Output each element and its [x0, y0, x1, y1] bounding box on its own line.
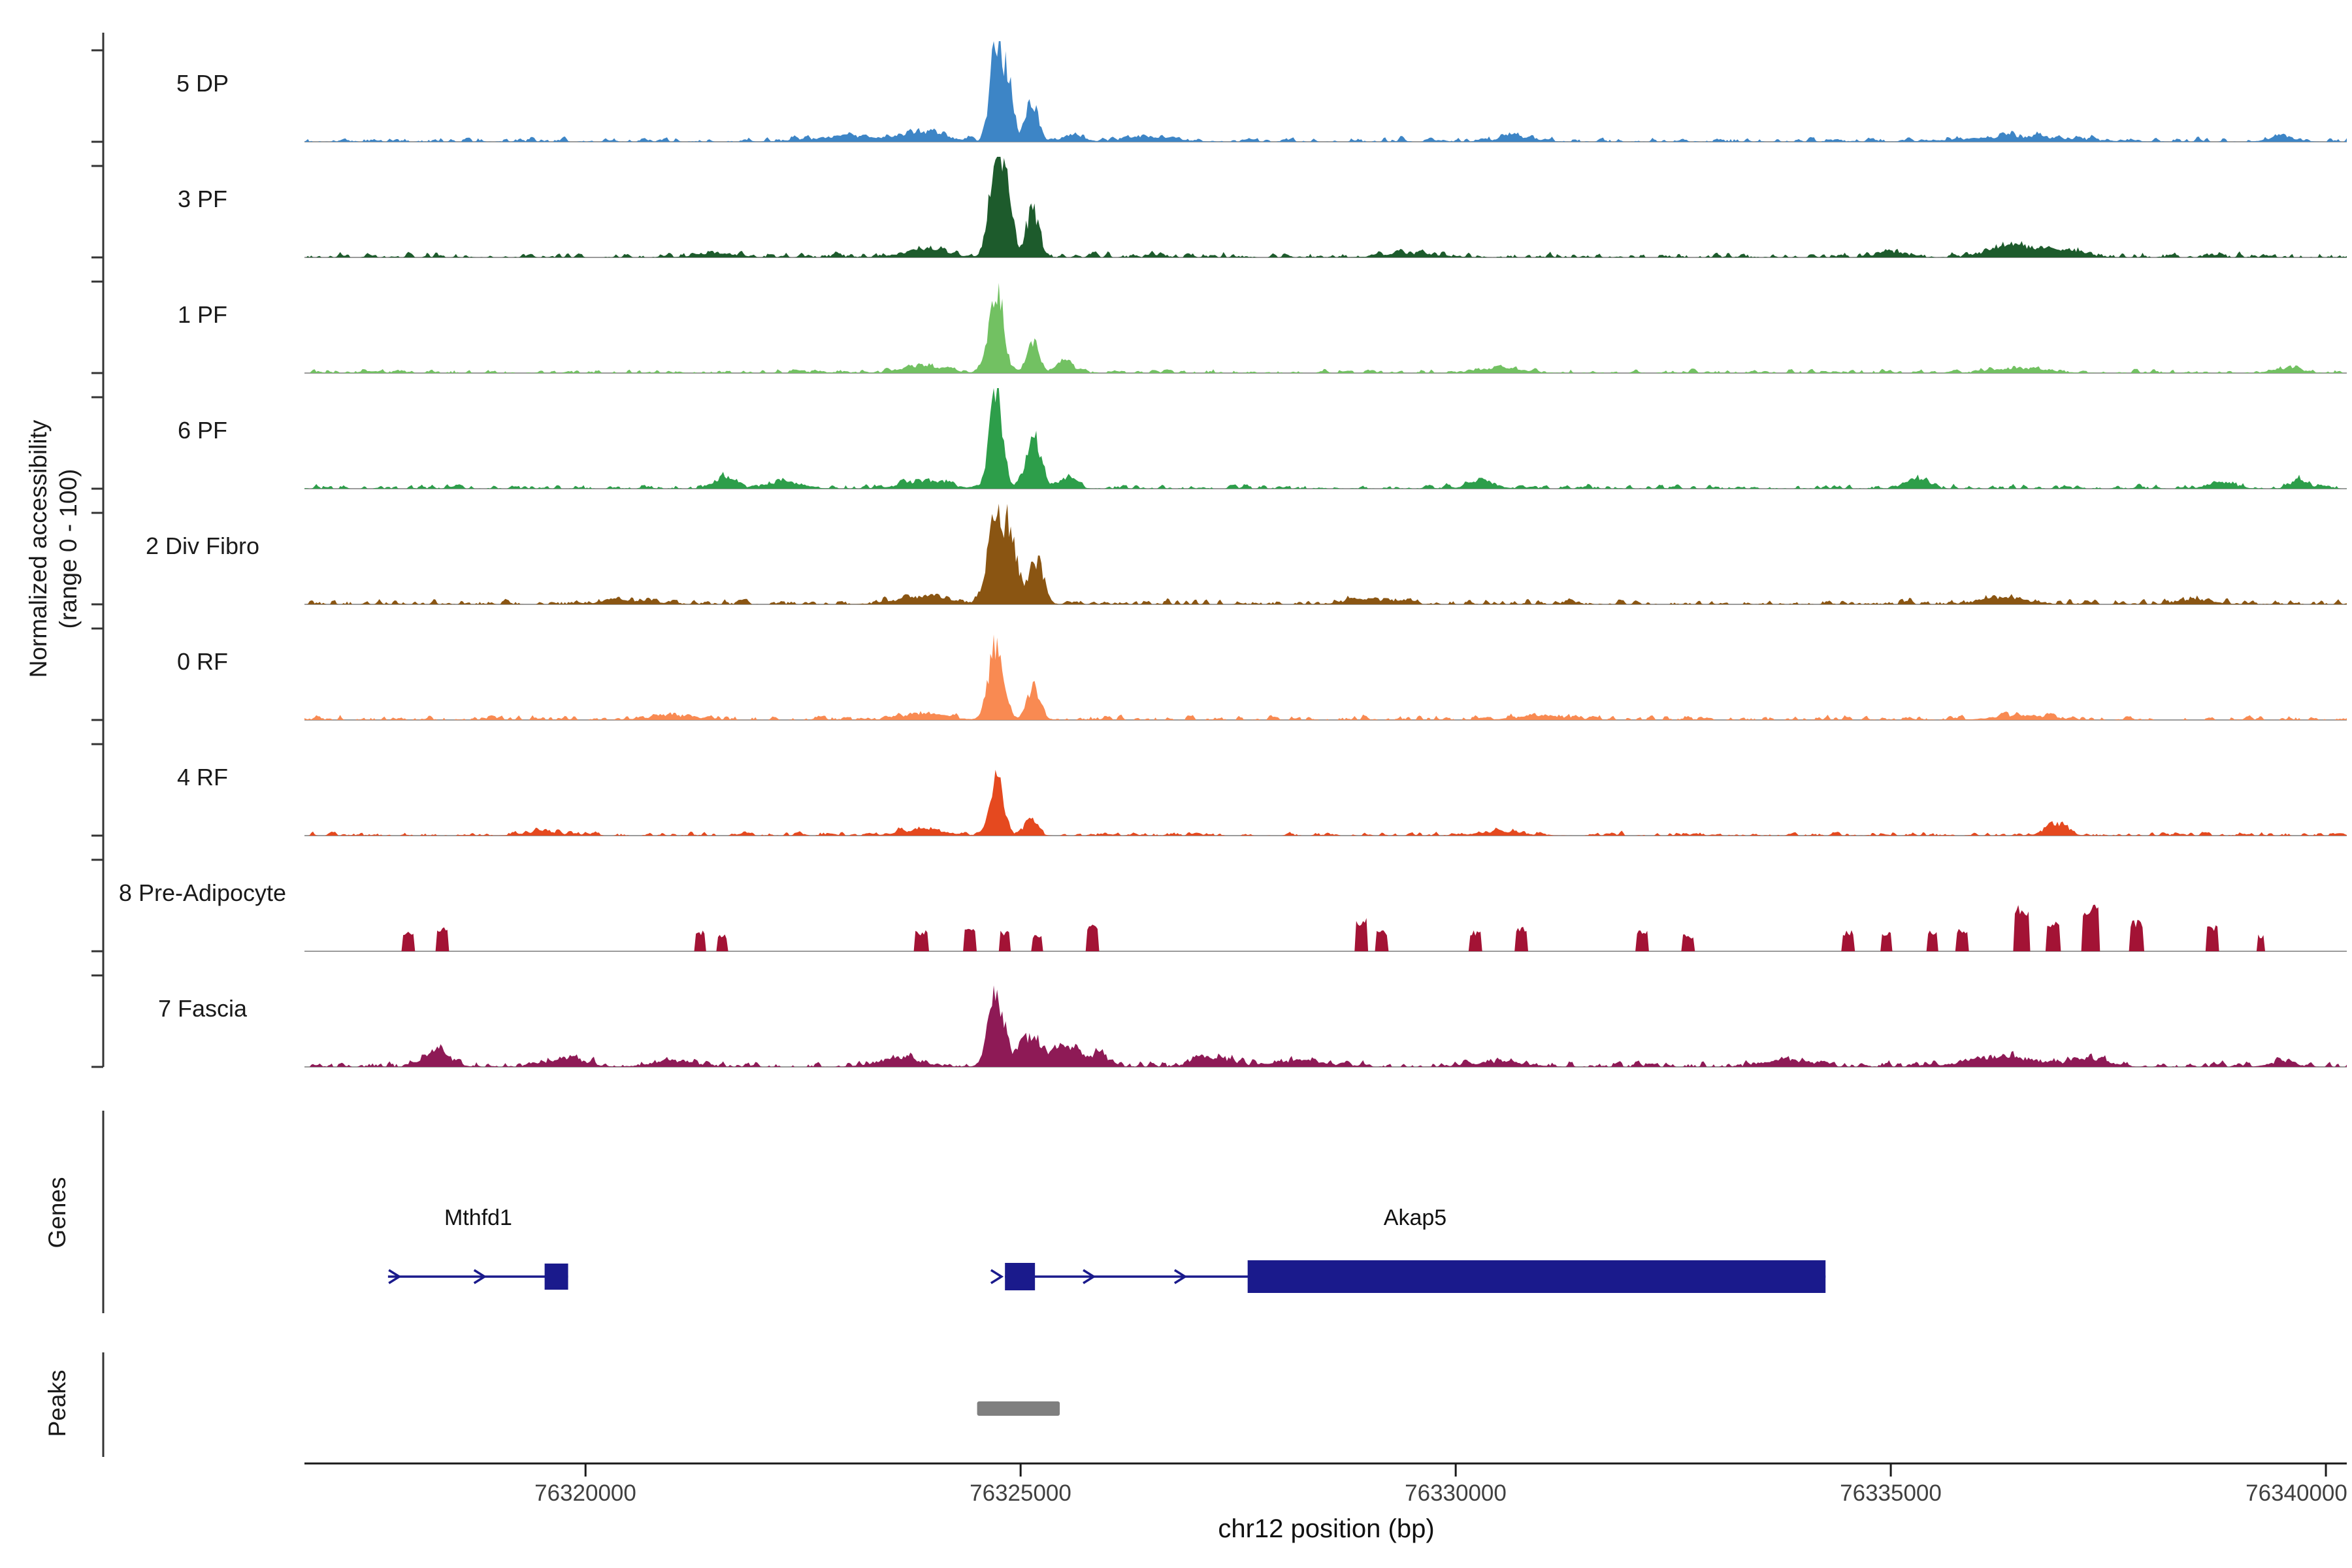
track-label: 4 RF — [176, 764, 228, 791]
x-axis-tick-label: 76340000 — [2246, 1480, 2347, 1506]
track-signal-area — [304, 770, 2347, 836]
x-axis-title: chr12 position (bp) — [1218, 1514, 1435, 1543]
track-label: 7 Fascia — [157, 995, 248, 1022]
track-label: 2 Div Fibro — [145, 532, 260, 559]
x-axis-tick-label: 76330000 — [1405, 1480, 1507, 1506]
track-signal-area — [304, 504, 2347, 604]
track-label: 5 DP — [176, 70, 229, 97]
track-signal-area — [304, 157, 2347, 257]
gene-name-label: Akap5 — [1383, 1205, 1447, 1230]
track-signal-area — [304, 634, 2347, 720]
peaks-section-label: Peaks — [43, 1369, 71, 1437]
genes-section-label: Genes — [43, 1177, 71, 1249]
track-label: 3 PF — [177, 186, 228, 212]
gene-exon-box — [544, 1264, 568, 1290]
track-signal-area — [304, 388, 2347, 489]
track-signal-area — [304, 283, 2347, 373]
gene-exon-box — [1005, 1263, 1036, 1290]
gene-strand-arrow — [990, 1269, 1004, 1284]
track-label: 8 Pre-Adipocyte — [118, 879, 287, 906]
track-label: 6 PF — [177, 417, 228, 444]
track-signal-area — [304, 904, 2347, 951]
x-axis-tick-label: 76335000 — [1840, 1480, 1942, 1506]
x-axis-tick-label: 76320000 — [534, 1480, 636, 1506]
gene-name-label: Mthfd1 — [444, 1205, 512, 1230]
track-label: 1 PF — [177, 301, 228, 328]
gene-strand-arrow — [388, 1269, 402, 1284]
gene-strand-arrow — [473, 1269, 487, 1284]
x-axis-tick-label: 76325000 — [970, 1480, 1071, 1506]
track-signal-area — [304, 985, 2347, 1067]
gene-strand-arrow — [1173, 1269, 1188, 1284]
peak-region-bar — [977, 1401, 1060, 1416]
track-label: 0 RF — [176, 648, 228, 675]
gene-strand-arrow — [1083, 1269, 1096, 1284]
gene-exon-box — [1247, 1260, 1826, 1293]
track-signal-area — [304, 41, 2347, 142]
